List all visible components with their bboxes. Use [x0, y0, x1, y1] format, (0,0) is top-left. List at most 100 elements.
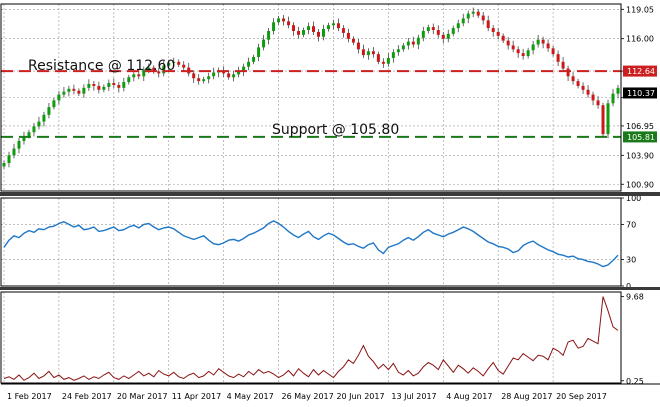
candle-body — [531, 44, 535, 51]
candle-body — [336, 23, 340, 29]
candle-body — [341, 28, 345, 33]
oscillator-series — [3, 220, 619, 268]
candle-body — [491, 28, 495, 32]
candle-body — [476, 11, 480, 16]
candle-body — [321, 29, 325, 37]
candle-body — [331, 23, 335, 26]
price-tick-label: 103.90 — [626, 151, 654, 160]
candle-body — [606, 103, 610, 135]
date-axis: 1 Feb 2017 24 Feb 2017 20 Mar 2017 11 Apr 2… — [7, 392, 607, 401]
candle-body — [77, 90, 81, 94]
oscillator-line — [3, 220, 619, 268]
candle-body — [167, 62, 171, 66]
candle-body — [526, 50, 530, 57]
oscillator-tick-label: 0 — [626, 282, 631, 291]
candle-body — [536, 39, 540, 45]
candle-body — [326, 25, 330, 30]
date-tick-label: 20 Mar 2017 — [117, 392, 168, 401]
candle-body — [486, 20, 490, 29]
candle-body — [556, 54, 560, 62]
candle-body — [7, 155, 11, 164]
candle-body — [446, 33, 450, 39]
oscillator-axis: 100 70 30 0 — [621, 194, 641, 291]
support-tag-bg — [623, 131, 657, 143]
candle-body — [177, 61, 181, 65]
candle-body — [566, 68, 570, 77]
candle-body — [287, 21, 291, 26]
candle-body — [207, 76, 211, 80]
panel-separator — [0, 287, 660, 290]
candle-body — [107, 83, 111, 87]
date-tick-label: 26 May 2017 — [282, 392, 334, 401]
candle-body — [511, 45, 515, 50]
support-price-tag: 105.81 — [623, 131, 657, 143]
candle-body — [546, 43, 550, 49]
last-price-tag: 110.37 — [623, 87, 657, 99]
candle-body — [376, 54, 380, 62]
candle-body — [92, 84, 96, 86]
candle-body — [366, 51, 370, 56]
last-price-tag-text: 110.37 — [627, 89, 655, 98]
candle-body — [127, 77, 131, 83]
panel-frame — [0, 291, 622, 384]
price-tick-label: 116.00 — [626, 35, 654, 44]
candle-body — [262, 39, 266, 48]
candle-body — [466, 13, 470, 19]
price-tick-label: 119.05 — [626, 5, 654, 14]
candle-body — [591, 94, 595, 101]
candle-body — [297, 30, 301, 35]
candle-body — [406, 41, 410, 46]
candle-body — [227, 73, 231, 78]
oscillator-grid — [1, 198, 621, 286]
candle-body — [356, 42, 360, 50]
candle-body — [576, 81, 580, 86]
candle-body — [292, 25, 296, 31]
candle-body — [416, 37, 420, 45]
candle-body — [601, 105, 605, 135]
candle-body — [112, 83, 116, 85]
candle-body — [232, 74, 236, 78]
candle-body — [42, 114, 46, 122]
last-price-tag-bg — [623, 87, 657, 99]
price-tick-label: 100.90 — [626, 180, 654, 189]
volatility-panel: 9.68 0.25 — [3, 292, 644, 386]
date-tick-label: 20 Sep 2017 — [556, 392, 607, 401]
candle-body — [371, 51, 375, 55]
candle-body — [456, 23, 460, 29]
oscillator-tick-label: 70 — [626, 220, 636, 229]
candle-body — [441, 34, 445, 39]
volatility-axis: 9.68 0.25 — [621, 293, 644, 386]
candle-body — [67, 88, 71, 92]
volatility-tick-label: 0.25 — [626, 377, 644, 386]
candle-body — [212, 72, 216, 77]
candle-body — [132, 74, 136, 78]
candle-body — [516, 49, 520, 54]
candle-body — [47, 107, 51, 115]
support-tag-text: 105.81 — [627, 133, 655, 142]
candle-body — [82, 87, 86, 94]
candle-body — [252, 57, 256, 62]
resistance-tag-text: 112.64 — [627, 67, 655, 76]
candle-body — [471, 11, 475, 14]
panel-frames — [0, 3, 660, 385]
candle-body — [247, 61, 251, 67]
panel-frame — [0, 3, 622, 192]
candle-body — [102, 86, 106, 90]
candle-body — [596, 100, 600, 106]
support-annotation: Support @ 105.80 — [272, 122, 399, 138]
candle-body — [172, 61, 176, 63]
price-tick-label: 106.95 — [626, 122, 654, 131]
candle-body — [581, 85, 585, 90]
candle-body — [586, 89, 590, 95]
oscillator-panel: 100 70 30 0 — [1, 194, 641, 291]
candle-body — [117, 84, 121, 88]
oscillator-tick-label: 30 — [626, 256, 636, 265]
candle-body — [152, 67, 156, 72]
candle-body — [237, 71, 241, 75]
date-tick-label: 4 Aug 2017 — [446, 392, 492, 401]
candle-body — [97, 85, 101, 90]
panel-frame — [0, 197, 622, 287]
candle-body — [541, 39, 545, 44]
candle-body — [396, 49, 400, 53]
candle-body — [386, 57, 390, 64]
